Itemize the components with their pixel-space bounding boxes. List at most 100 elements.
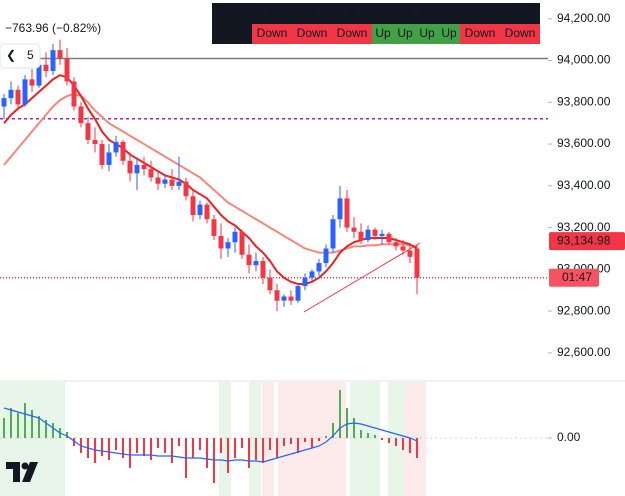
- candle-body: [106, 152, 112, 165]
- candle-body: [393, 242, 399, 247]
- candle-body: [400, 246, 406, 251]
- candle-body: [232, 231, 238, 243]
- interval-button[interactable]: [0, 43, 41, 69]
- histogram-bar: [402, 438, 404, 450]
- candle-body: [113, 141, 119, 153]
- candle-body: [29, 79, 35, 86]
- table-header-text: 2: [309, 6, 316, 20]
- candle-body: [50, 50, 56, 71]
- y-tick-label: 93,400.00: [557, 178, 611, 192]
- histogram-bar: [199, 438, 201, 450]
- candle-body: [162, 179, 168, 184]
- candle-body: [190, 196, 196, 216]
- table-trend-text: Down: [465, 26, 496, 40]
- candle-body: [85, 123, 91, 140]
- y-tick-label: 94,200.00: [557, 11, 611, 25]
- candle-body: [99, 144, 105, 165]
- candle-body: [225, 242, 231, 249]
- candle-body: [15, 89, 21, 105]
- table-header-text: 15: [398, 6, 412, 20]
- histogram-bar: [290, 438, 292, 444]
- histogram-bar: [416, 438, 418, 458]
- histogram-bar: [31, 410, 33, 438]
- candle-body: [211, 219, 217, 236]
- logo: [6, 462, 38, 482]
- price-change: −763.96 (−0.82%): [5, 21, 101, 35]
- histogram-bar: [10, 408, 12, 438]
- table-trend-cell: [332, 24, 372, 44]
- candle-body: [344, 198, 350, 228]
- table-trend-cell: [372, 24, 394, 44]
- candle-body: [176, 181, 182, 186]
- candle-body: [239, 231, 245, 255]
- histogram-bar: [353, 418, 355, 438]
- candle-body: [71, 81, 77, 107]
- histogram-bar: [311, 438, 313, 448]
- table-trend-text: Down: [505, 26, 536, 40]
- candle-body: [330, 219, 336, 249]
- candle-body: [141, 164, 147, 170]
- candle-body: [57, 50, 63, 59]
- candle-body: [22, 79, 28, 105]
- histogram-bar: [409, 438, 411, 453]
- histogram-bar: [150, 438, 152, 460]
- histogram-bar: [255, 438, 257, 460]
- logo-mark: [6, 462, 38, 482]
- moving-average: [3, 74, 418, 285]
- candle-body: [43, 64, 49, 71]
- interval-arrow: ❮: [6, 48, 16, 62]
- trend-line: [303, 242, 421, 313]
- table-header-cell: [252, 3, 292, 24]
- table-trend-text: Up: [375, 26, 391, 40]
- candle-body: [169, 179, 175, 186]
- table-header-text: 1H: [441, 6, 456, 20]
- candle-body: [127, 160, 133, 174]
- candle-body: [260, 260, 266, 278]
- histogram-bar: [3, 418, 5, 438]
- histogram-bar: [388, 438, 390, 443]
- candle-body: [365, 229, 371, 241]
- y-tick-label: 93,600.00: [557, 136, 611, 150]
- candle-body: [64, 58, 70, 82]
- table-trend-cell: [500, 24, 540, 44]
- histogram-bar: [318, 438, 320, 441]
- candle-body: [323, 248, 329, 264]
- candle-body: [134, 164, 140, 174]
- table-trend-cell: [460, 24, 500, 44]
- histogram-bar: [325, 436, 327, 438]
- histogram-bar: [24, 403, 26, 438]
- histogram-bar: [395, 438, 397, 446]
- candle-body: [253, 260, 259, 266]
- candle-body: [295, 286, 301, 301]
- signal-line: [3, 407, 418, 463]
- table-header-text: 30: [420, 6, 434, 20]
- y-tick-label: 93,200.00: [557, 220, 611, 234]
- candle-body: [372, 229, 378, 236]
- table-header-cell: [292, 3, 332, 24]
- candle-body: [218, 235, 224, 249]
- table-trend-text: Trend: [217, 26, 248, 40]
- candle-body: [120, 141, 126, 161]
- table-header-cell: [212, 3, 252, 24]
- histogram-bar: [164, 438, 166, 453]
- histogram-bar: [38, 416, 40, 438]
- logo-dot: [21, 462, 29, 470]
- countdown-box: [549, 268, 599, 287]
- table-header-cell: [372, 3, 394, 24]
- candle-body: [148, 169, 154, 178]
- histogram-bar: [220, 438, 222, 453]
- histogram-bar: [262, 438, 264, 463]
- table-trend-text: Down: [257, 26, 288, 40]
- histogram-bar: [234, 438, 236, 458]
- histogram-bar: [136, 438, 138, 453]
- table-header-cell: [416, 3, 438, 24]
- candle-body: [274, 290, 280, 301]
- y-tick-label: 0.00: [557, 430, 581, 444]
- table-header-text: 1: [269, 6, 276, 20]
- candle-body: [204, 204, 210, 220]
- table-trend-cell: [252, 24, 292, 44]
- histogram-bar: [374, 435, 376, 438]
- candle-body: [36, 64, 42, 86]
